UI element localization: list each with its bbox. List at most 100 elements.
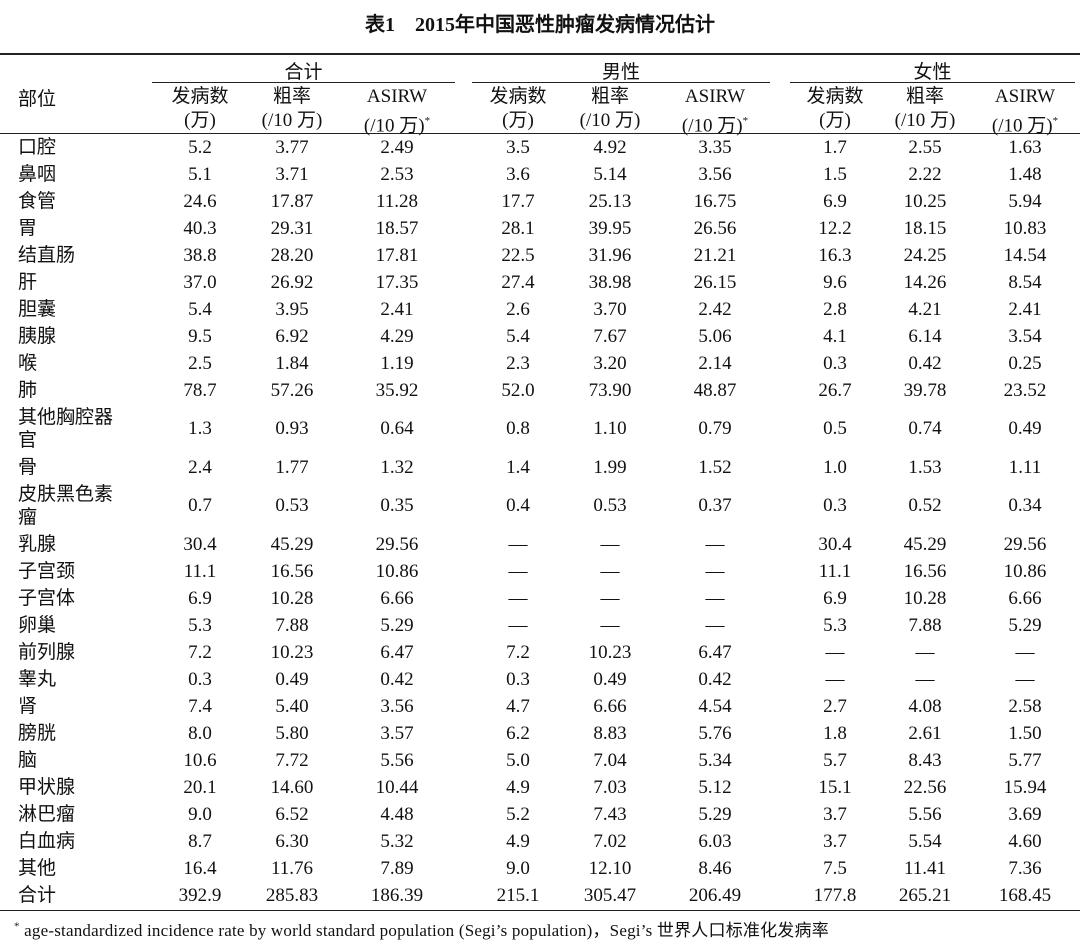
cell: 5.54: [908, 830, 942, 852]
cell: 3.56: [698, 163, 732, 185]
cell: 6.14: [908, 325, 942, 347]
cell: 0.53: [593, 495, 627, 516]
cell: 177.8: [813, 884, 857, 906]
cell: 4.54: [698, 695, 732, 717]
cell: 5.2: [506, 803, 530, 825]
cell: 10.83: [1003, 217, 1047, 239]
table-row: 胰腺 9.5 6.92 4.29 5.4 7.67 5.06 4.1 6.14 3.54: [0, 323, 1080, 350]
cell: 2.49: [380, 136, 414, 158]
cell: 16.56: [903, 560, 947, 582]
cell: 9.0: [188, 803, 212, 825]
cell: —: [508, 533, 528, 555]
header-rule: [0, 133, 1080, 134]
cell: 305.47: [583, 884, 637, 906]
cell: 5.40: [275, 695, 309, 717]
cell: 0.4: [506, 495, 530, 516]
cell: 14.54: [1003, 244, 1047, 266]
row-label: 胰腺: [18, 326, 57, 347]
column-header: 粗率: [272, 86, 311, 107]
cell: 29.56: [1003, 533, 1047, 555]
column-header: 发病数: [489, 86, 547, 107]
column-unit-text: (/10 万): [681, 115, 743, 137]
cell: 45.29: [270, 533, 314, 555]
cell: 39.95: [588, 217, 632, 239]
column-header: 发病数: [171, 86, 229, 107]
cell: 10.6: [183, 749, 217, 771]
cell: 5.06: [698, 325, 732, 347]
cell: 8.43: [908, 749, 942, 771]
cell: 28.1: [501, 217, 535, 239]
cell: 11.76: [270, 857, 314, 879]
cell: 24.25: [903, 244, 947, 266]
cell: 10.86: [375, 560, 419, 582]
cell: 0.3: [823, 352, 847, 374]
cell: 2.41: [1008, 298, 1042, 320]
table-row: 子宫颈 11.1 16.56 10.86 — — — 11.1 16.56 10.86: [0, 558, 1080, 585]
table-row: 胃 40.3 29.31 18.57 28.1 39.95 26.56 12.2 18.15 10…: [0, 215, 1080, 242]
row-label: 骨: [18, 457, 38, 478]
cell: 28.20: [270, 244, 314, 266]
cell: 4.9: [506, 830, 530, 852]
cell: 57.26: [270, 379, 314, 401]
cell: 0.25: [1008, 352, 1042, 374]
cell: 0.74: [908, 418, 942, 439]
column-unit-text: (/10 万): [363, 115, 425, 137]
cell: 1.3: [188, 418, 212, 439]
cell: —: [1015, 668, 1035, 690]
column-unit: (万): [140, 109, 260, 133]
cell: 25.13: [588, 190, 632, 212]
table-row: 皮肤黑色素瘤 0.7 0.53 0.35 0.4 0.53 0.37 0.3 0.52 0.34: [0, 481, 1080, 531]
cell: 6.66: [1008, 587, 1042, 609]
cell: 30.4: [183, 533, 217, 555]
table-row: 卵巢 5.3 7.88 5.29 — — — 5.3 7.88 5.29: [0, 612, 1080, 639]
table-row: 口腔 5.2 3.77 2.49 3.5 4.92 3.35 1.7 2.55 1.63: [0, 134, 1080, 161]
cell: 4.92: [593, 136, 627, 158]
column-header: 粗率: [590, 86, 629, 107]
table-row: 脑 10.6 7.72 5.56 5.0 7.04 5.34 5.7 8.43 5.77: [0, 747, 1080, 774]
cell: —: [915, 641, 935, 663]
cell: 6.03: [698, 830, 732, 852]
cell: —: [1015, 641, 1035, 663]
cell: 3.70: [593, 298, 627, 320]
cell: 16.56: [270, 560, 314, 582]
row-label: 脑: [18, 750, 38, 771]
cell: 1.19: [380, 352, 414, 374]
cell: 5.76: [698, 722, 732, 744]
cell: 3.54: [1008, 325, 1042, 347]
group-header: 男性: [601, 62, 640, 83]
cell: 29.31: [270, 217, 314, 239]
cell: 215.1: [496, 884, 540, 906]
cell: 24.6: [183, 190, 217, 212]
cell: 1.5: [823, 163, 847, 185]
cell: 392.9: [178, 884, 222, 906]
cell: 0.42: [908, 352, 942, 374]
cell: 5.12: [698, 776, 732, 798]
table-row: 喉 2.5 1.84 1.19 2.3 3.20 2.14 0.3 0.42 0.25: [0, 350, 1080, 377]
cell: 3.95: [275, 298, 309, 320]
cell: 6.2: [506, 722, 530, 744]
row-label: 淋巴瘤: [18, 804, 76, 825]
cell: 5.56: [908, 803, 942, 825]
table-row: 肝 37.0 26.92 17.35 27.4 38.98 26.15 9.6 14.26 8.5…: [0, 269, 1080, 296]
cell: 5.56: [380, 749, 414, 771]
group-rule: [790, 82, 1075, 83]
cell: 5.77: [1008, 749, 1042, 771]
row-label: 其他: [18, 858, 57, 879]
cell: —: [705, 533, 725, 555]
cell: 10.86: [1003, 560, 1047, 582]
column-unit: (/10 万)*: [655, 109, 775, 138]
cell: 0.3: [506, 668, 530, 690]
cell: 16.4: [183, 857, 217, 879]
cell: 7.4: [188, 695, 212, 717]
column-unit-text: (万): [502, 110, 534, 131]
cell: 5.14: [593, 163, 627, 185]
cell: 45.29: [903, 533, 947, 555]
cell: 20.1: [183, 776, 217, 798]
cell: 2.5: [188, 352, 212, 374]
cell: 6.30: [275, 830, 309, 852]
cell: 3.7: [823, 803, 847, 825]
cell: 2.53: [380, 163, 414, 185]
cell: 5.29: [1008, 614, 1042, 636]
cell: 26.56: [693, 217, 737, 239]
cell: —: [915, 668, 935, 690]
